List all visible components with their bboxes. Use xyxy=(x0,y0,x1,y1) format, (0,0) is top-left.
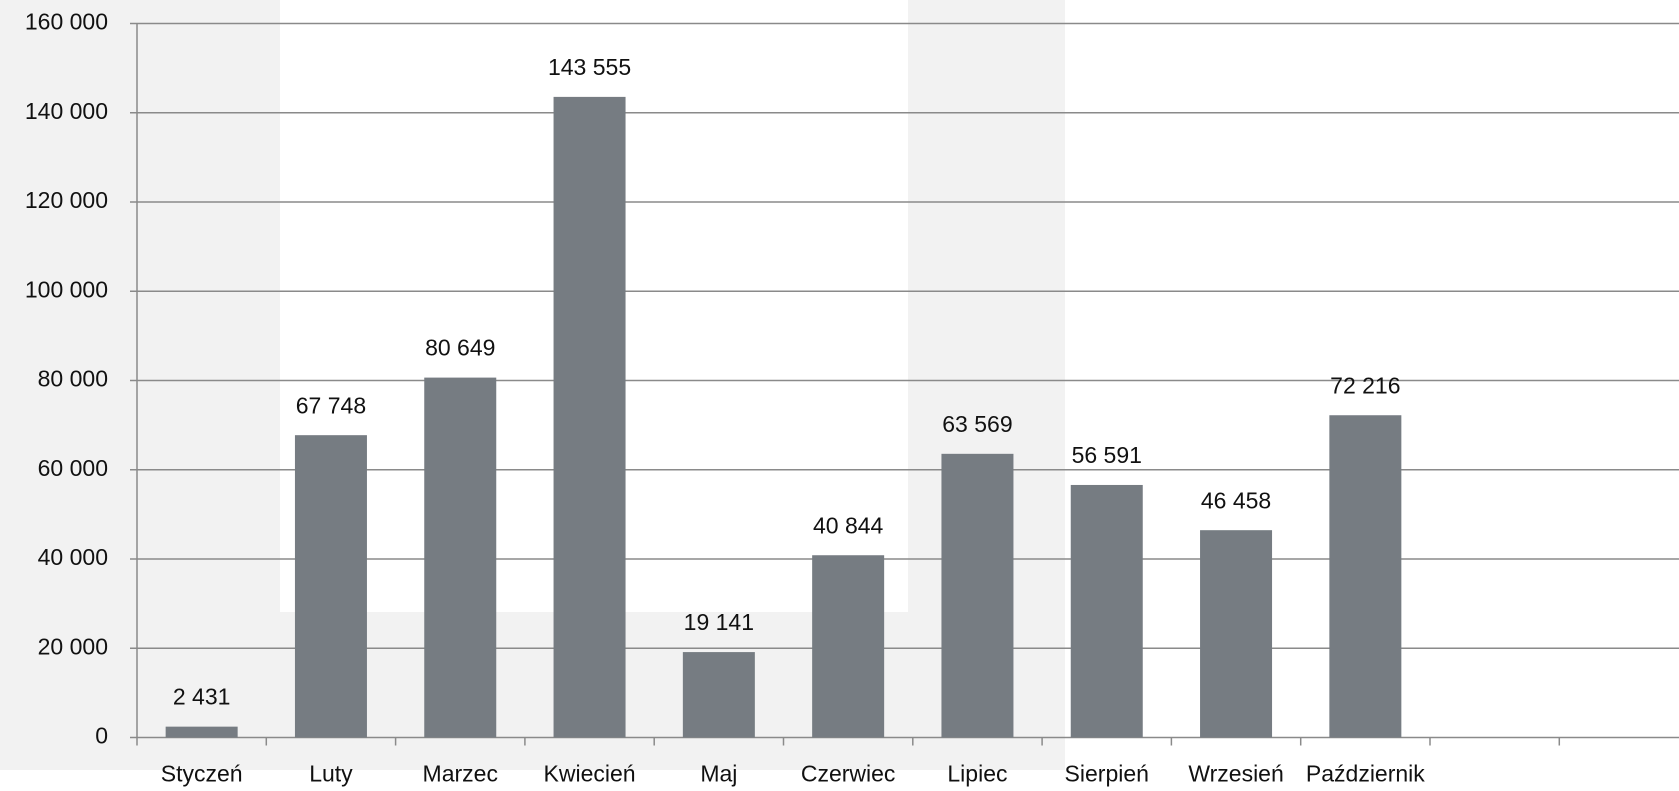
bar xyxy=(1329,415,1402,738)
y-tick-label: 0 xyxy=(95,723,108,749)
y-tick-label: 120 000 xyxy=(25,187,108,213)
background-panel xyxy=(0,0,280,770)
value-label: 19 141 xyxy=(684,609,754,635)
x-tick-label: Lipiec xyxy=(947,761,1007,787)
value-label: 56 591 xyxy=(1072,442,1142,468)
value-label: 2 431 xyxy=(173,684,231,710)
x-tick-label: Maj xyxy=(700,761,737,787)
y-tick-label: 140 000 xyxy=(25,98,108,124)
x-tick-label: Marzec xyxy=(423,761,498,787)
bar xyxy=(1200,530,1273,738)
value-label: 46 458 xyxy=(1201,487,1271,513)
y-tick-label: 160 000 xyxy=(25,9,108,35)
y-tick-label: 80 000 xyxy=(38,366,108,392)
bar xyxy=(941,453,1014,738)
bar xyxy=(682,652,755,738)
bar xyxy=(424,377,497,738)
y-tick-label: 40 000 xyxy=(38,544,108,570)
bar xyxy=(553,96,626,738)
bar xyxy=(165,726,238,738)
x-tick-label: Kwiecień xyxy=(544,761,636,787)
x-tick-label: Październik xyxy=(1306,761,1425,787)
x-tick-label: Wrzesień xyxy=(1188,761,1283,787)
value-label: 72 216 xyxy=(1330,372,1400,398)
x-tick-label: Czerwiec xyxy=(801,761,896,787)
value-label: 63 569 xyxy=(942,411,1012,437)
value-label: 80 649 xyxy=(425,335,495,361)
value-label: 67 748 xyxy=(296,392,366,418)
x-tick-label: Sierpień xyxy=(1065,761,1149,787)
y-tick-label: 60 000 xyxy=(38,455,108,481)
y-tick-label: 100 000 xyxy=(25,276,108,302)
y-tick-label: 20 000 xyxy=(38,633,108,659)
bar xyxy=(812,555,885,738)
bar xyxy=(294,435,367,738)
x-tick-label: Styczeń xyxy=(161,761,243,787)
x-tick-label: Luty xyxy=(309,761,353,787)
value-label: 143 555 xyxy=(548,54,631,80)
value-label: 40 844 xyxy=(813,512,884,538)
bar xyxy=(1070,484,1143,738)
